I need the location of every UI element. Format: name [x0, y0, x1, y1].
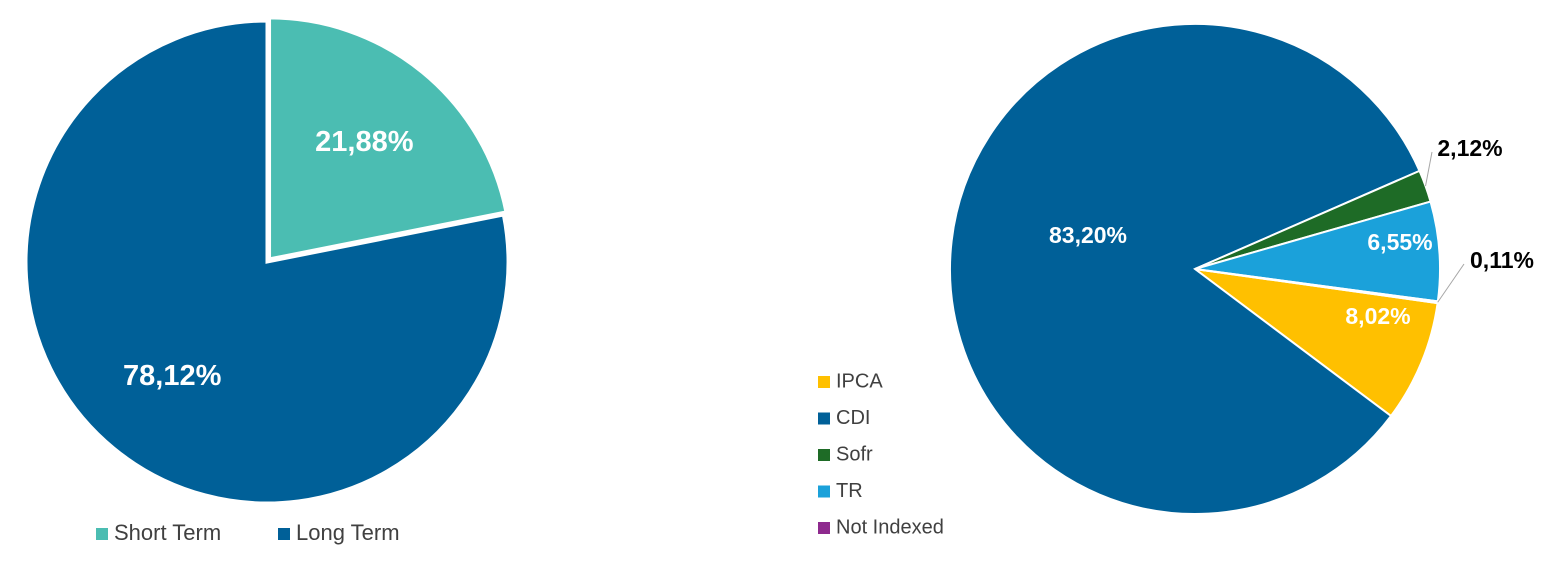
legend-swatch-short-term — [96, 528, 108, 540]
legend-label-short-term: Short Term — [114, 520, 221, 545]
legend-label-not-indexed: Not Indexed — [836, 516, 944, 538]
legend-swatch-long-term — [278, 528, 290, 540]
legend-swatch-ipca — [818, 376, 830, 388]
index-pie-legend: IPCA CDI Sofr TR Not Indexed — [818, 370, 944, 538]
legend-label-long-term: Long Term — [296, 520, 400, 545]
legend-label-tr: TR — [836, 480, 863, 502]
legend-swatch-sofr — [818, 449, 830, 461]
leader-line-sofr — [1425, 151, 1433, 187]
slice-label-long-term: 78,12% — [123, 360, 222, 392]
legend-swatch-not-indexed — [818, 522, 830, 534]
slice-label-sofr: 2,12% — [1437, 135, 1502, 161]
legend-label-cdi: CDI — [836, 407, 870, 429]
slice-cdi — [949, 22, 1421, 515]
slice-ipca — [1194, 268, 1439, 418]
slice-label-short-term: 21,88% — [315, 126, 414, 158]
legend-swatch-tr — [818, 485, 830, 498]
legend-swatch-cdi — [818, 412, 830, 425]
slice-short-term — [268, 16, 508, 261]
legend-label-ipca: IPCA — [836, 370, 883, 392]
legend-label-sofr: Sofr — [836, 443, 873, 465]
term-pie-chart: 21,88% 78,12% — [24, 16, 510, 505]
slice-label-cdi: 83,20% — [1049, 222, 1127, 248]
slice-label-ipca: 8,02% — [1345, 303, 1410, 329]
slice-label-tr: 6,55% — [1367, 229, 1432, 255]
term-pie-legend: Short Term Long Term — [96, 520, 400, 545]
slice-long-term — [24, 19, 510, 505]
slice-label-not-indexed: 0,11% — [1470, 247, 1534, 273]
leader-line-not-indexed — [1437, 263, 1465, 303]
index-pie-chart: 8,02% 83,20% 2,12% 6,55% 0,11% — [949, 22, 1534, 515]
